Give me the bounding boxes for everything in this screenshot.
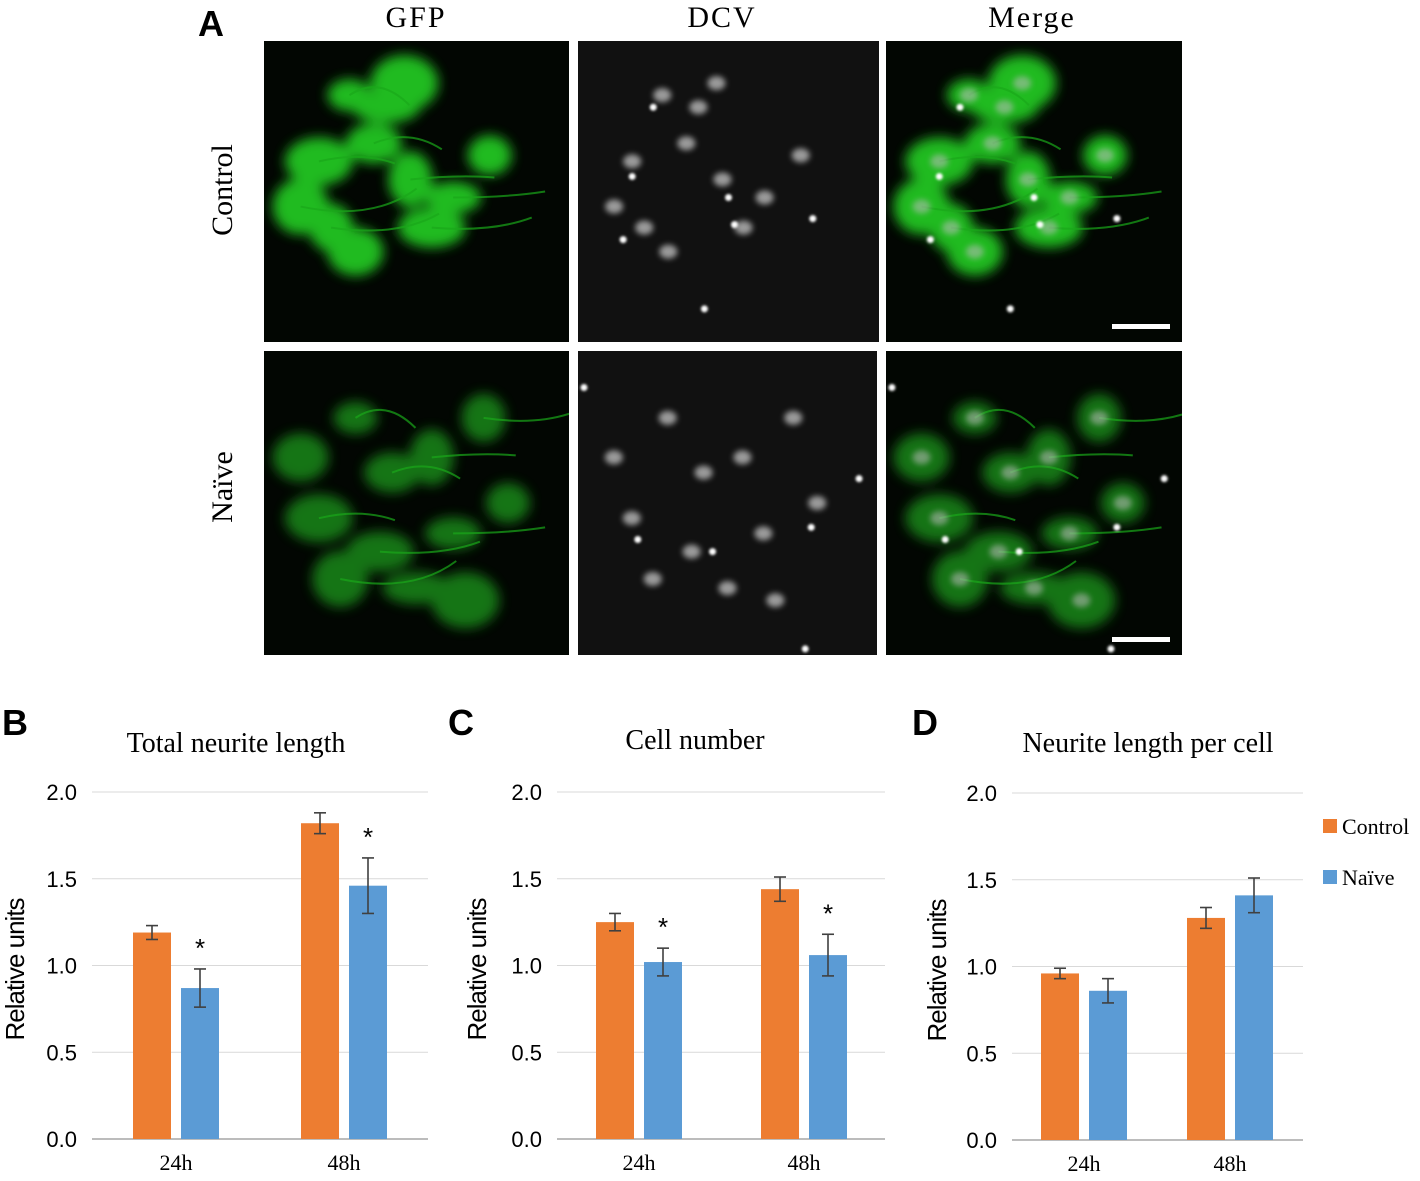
y-axis-label: Relative units xyxy=(0,897,30,1040)
chart-b: B Total neurite length Relative units 0.0 0.… xyxy=(0,702,428,1175)
panel-letter-d: D xyxy=(912,702,938,743)
error-bar xyxy=(362,857,374,915)
error-bar xyxy=(822,933,834,977)
micrograph-gfp-naive xyxy=(264,351,569,655)
chart-title: Neurite length per cell xyxy=(1022,728,1273,759)
y-tick-label: 1.5 xyxy=(46,867,77,892)
bar-naive-48h xyxy=(809,955,847,1139)
bar-naive-24h xyxy=(181,988,219,1139)
y-tick-label: 0.5 xyxy=(46,1040,77,1065)
error-bar xyxy=(194,968,206,1008)
bar-control-48h xyxy=(761,889,799,1139)
legend-swatch-naive xyxy=(1323,870,1337,884)
row-heading-control: Control xyxy=(206,144,239,236)
micrograph-dcv-naive xyxy=(578,351,877,655)
x-category-label: 48h xyxy=(328,1150,361,1175)
y-tick-label: 1.0 xyxy=(966,955,997,980)
y-tick-label: 1.5 xyxy=(966,868,997,893)
error-bar xyxy=(1200,906,1212,930)
y-tick-label: 2.0 xyxy=(46,780,77,805)
y-axis-label: Relative units xyxy=(462,897,492,1040)
column-heading-dcv: DCV xyxy=(687,1,756,34)
y-axis-label: Relative units xyxy=(922,898,952,1041)
bar-naive-48h xyxy=(349,885,387,1139)
y-tick-label: 0.0 xyxy=(966,1128,997,1153)
y-tick-label: 1.0 xyxy=(46,954,77,979)
x-category-label: 48h xyxy=(1214,1151,1247,1176)
bar-control-48h xyxy=(301,823,339,1139)
x-category-label: 24h xyxy=(160,1150,193,1175)
y-tick-label: 2.0 xyxy=(966,781,997,806)
micrograph-merge-control xyxy=(886,41,1182,342)
significance-marker: * xyxy=(363,822,373,852)
micrograph-gfp-control xyxy=(264,41,569,342)
bar-naive-24h xyxy=(644,962,682,1139)
column-heading-merge: Merge xyxy=(988,1,1076,34)
x-category-label: 48h xyxy=(788,1150,821,1175)
error-bar xyxy=(1248,877,1260,914)
panel-letter-c: C xyxy=(448,702,474,743)
y-tick-label: 0.0 xyxy=(511,1127,542,1152)
significance-marker: * xyxy=(823,898,833,928)
bar-control-24h xyxy=(596,922,634,1139)
legend-label-control: Control xyxy=(1342,814,1409,839)
x-category-label: 24h xyxy=(1068,1151,1101,1176)
panel-letter-a: A xyxy=(198,3,224,44)
error-bar xyxy=(609,912,621,932)
bar-naive-24h xyxy=(1089,990,1127,1140)
error-bar xyxy=(657,947,669,977)
y-tick-label: 0.0 xyxy=(46,1127,77,1152)
x-category-label: 24h xyxy=(623,1150,656,1175)
y-tick-label: 2.0 xyxy=(511,780,542,805)
error-bar xyxy=(314,812,326,835)
chart-title: Total neurite length xyxy=(127,728,346,759)
micrograph-dcv-control xyxy=(578,41,879,342)
panel-a: A GFP DCV Merge Control Naïve xyxy=(198,1,1182,655)
bar-naive-48h xyxy=(1235,895,1273,1140)
error-bar xyxy=(774,876,786,903)
legend: Control Naïve xyxy=(1323,814,1409,890)
legend-swatch-control xyxy=(1323,819,1337,833)
micrograph-grid xyxy=(264,41,1182,655)
error-bar xyxy=(1102,977,1114,1004)
micrograph-merge-naive xyxy=(886,351,1182,655)
bar-charts: B Total neurite length Relative units 0.0 0.… xyxy=(0,702,1303,1176)
chart-title: Cell number xyxy=(625,725,765,756)
legend-label-naive: Naïve xyxy=(1342,865,1395,890)
bar-control-24h xyxy=(133,932,171,1139)
significance-marker: * xyxy=(658,912,668,942)
row-heading-naive: Naïve xyxy=(206,451,239,523)
bar-control-24h xyxy=(1041,973,1079,1140)
y-tick-label: 1.0 xyxy=(511,954,542,979)
significance-marker: * xyxy=(195,933,205,963)
chart-d: D Neurite length per cell Relative units 0.… xyxy=(912,702,1303,1176)
panel-letter-b: B xyxy=(2,702,28,743)
scale-bar xyxy=(1112,324,1170,329)
chart-c: C Cell number Relative units 0.0 0.5 1.0 1.5 2.… xyxy=(448,702,885,1175)
y-tick-label: 1.5 xyxy=(511,867,542,892)
y-tick-label: 0.5 xyxy=(966,1041,997,1066)
error-bar xyxy=(1054,967,1066,980)
bar-control-48h xyxy=(1187,917,1225,1140)
error-bar xyxy=(146,924,158,941)
column-heading-gfp: GFP xyxy=(385,1,446,34)
scale-bar xyxy=(1112,637,1170,642)
y-tick-label: 0.5 xyxy=(511,1040,542,1065)
